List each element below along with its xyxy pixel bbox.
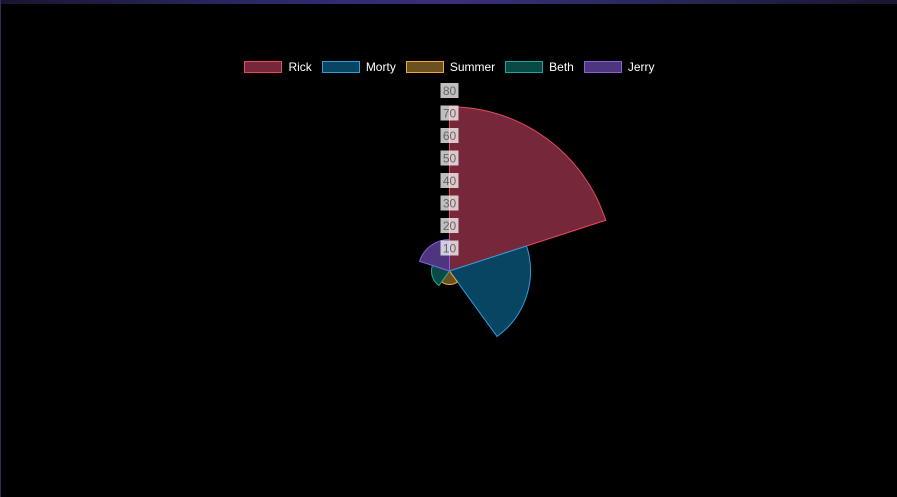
top-border-strip (1, 0, 897, 4)
tick-label-backdrop-60 (440, 128, 459, 143)
chart-legend: Rick Morty Summer Beth Jerry (1, 60, 897, 74)
tick-label-10: 10 (443, 242, 457, 256)
tick-label-backdrop-30 (440, 195, 459, 211)
legend-swatch-morty (321, 61, 360, 73)
tick-label-70: 70 (443, 107, 457, 121)
legend-item-beth[interactable]: Beth (505, 60, 574, 74)
legend-label-morty: Morty (365, 60, 396, 74)
tick-label-backdrop-40 (440, 173, 459, 188)
polar-segments (418, 106, 607, 338)
tick-label-20: 20 (443, 219, 457, 233)
polar-segment-morty[interactable] (448, 245, 531, 338)
legend-label-summer: Summer (449, 60, 496, 74)
tick-label-backdrop-20 (440, 218, 459, 233)
legend-label-beth: Beth (549, 60, 574, 74)
tick-label-backdrop-70 (440, 105, 459, 121)
radial-tick-labels: 10 20 30 40 50 60 70 80 (440, 83, 459, 256)
legend-item-jerry[interactable]: Jerry (583, 60, 655, 74)
polar-segment-rick[interactable] (449, 106, 607, 272)
tick-label-40: 40 (443, 174, 457, 188)
tick-label-60: 60 (443, 129, 457, 143)
legend-item-rick[interactable]: Rick (244, 60, 312, 74)
legend-item-summer[interactable]: Summer (405, 60, 496, 74)
tick-label-backdrop-10 (440, 240, 459, 256)
tick-label-30: 30 (443, 197, 457, 211)
legend-item-morty[interactable]: Morty (321, 60, 396, 74)
tick-label-50: 50 (443, 152, 457, 166)
tick-label-80: 80 (443, 84, 457, 98)
legend-swatch-beth (505, 61, 544, 73)
legend-swatch-summer (405, 61, 444, 73)
legend-label-rick: Rick (288, 60, 312, 74)
tick-label-backdrop-50 (440, 150, 459, 166)
legend-swatch-jerry (583, 61, 622, 73)
legend-label-jerry: Jerry (627, 60, 655, 74)
legend-swatch-rick (244, 61, 283, 73)
tick-label-backdrop-80 (440, 83, 459, 98)
